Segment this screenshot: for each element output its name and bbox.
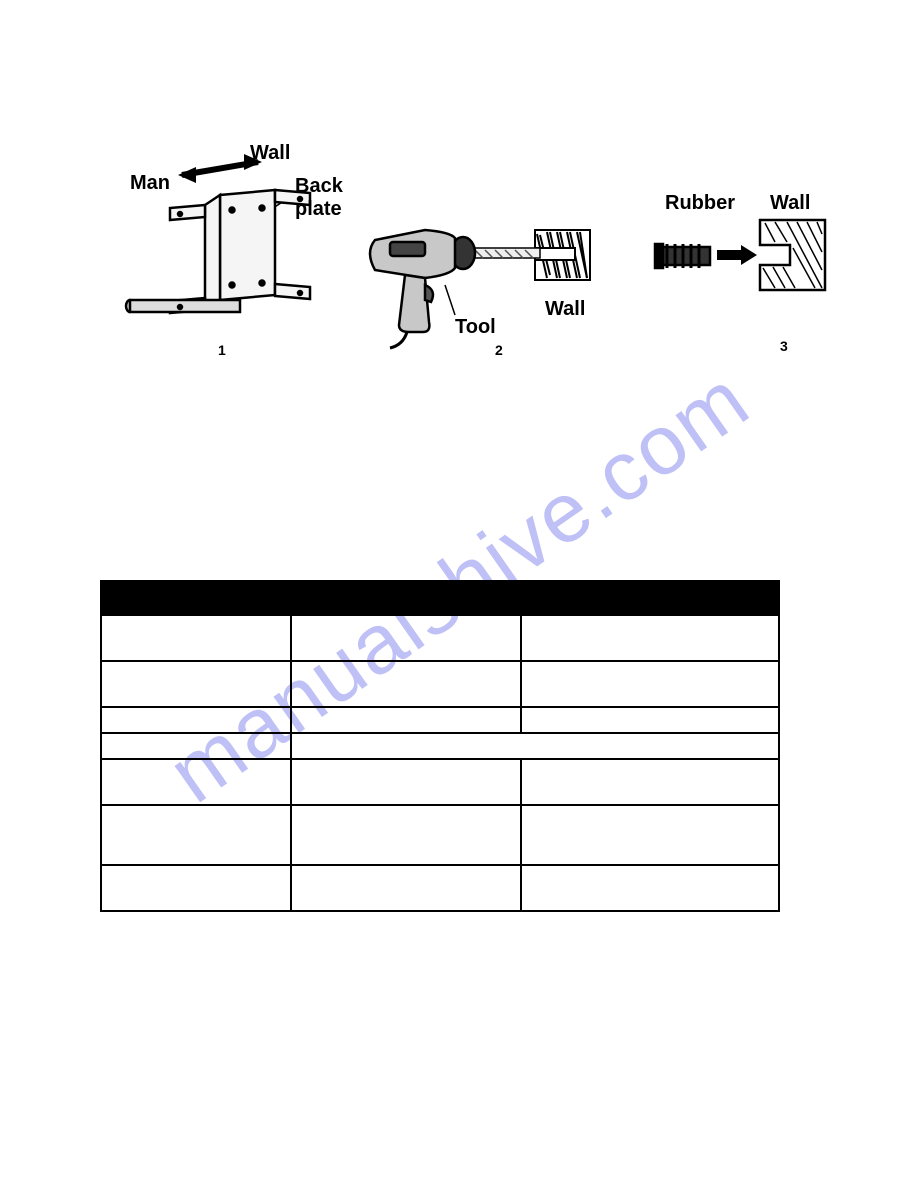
figure-number-1: 1: [218, 342, 226, 358]
label-man: Man: [130, 172, 170, 195]
spec-table: [100, 580, 780, 912]
table-header-row: [101, 581, 779, 615]
figure-number-3: 3: [780, 338, 788, 354]
label-rubber: Rubber: [665, 192, 735, 215]
figure-3: Rubber Wall: [625, 190, 835, 360]
bracket-icon: [100, 120, 360, 360]
table-row: [101, 805, 779, 865]
table-row: [101, 615, 779, 661]
label-backplate: Back plate: [295, 175, 360, 221]
table-row: [101, 759, 779, 805]
table-row: [101, 661, 779, 707]
label-wall-1: Wall: [250, 142, 290, 165]
table-row: [101, 865, 779, 911]
label-wall-3: Wall: [770, 192, 810, 215]
table-row: [101, 733, 779, 759]
label-wall-2: Wall: [545, 298, 585, 321]
figure-2: Tool Wall: [355, 190, 615, 370]
installation-figures: Man Wall Back plate: [100, 120, 820, 380]
table-row: [101, 707, 779, 733]
figure-number-2: 2: [495, 342, 503, 358]
figure-1: Man Wall Back plate: [100, 120, 360, 360]
table-header: [101, 581, 779, 615]
page-content: Man Wall Back plate: [100, 120, 820, 912]
label-tool: Tool: [455, 316, 496, 339]
